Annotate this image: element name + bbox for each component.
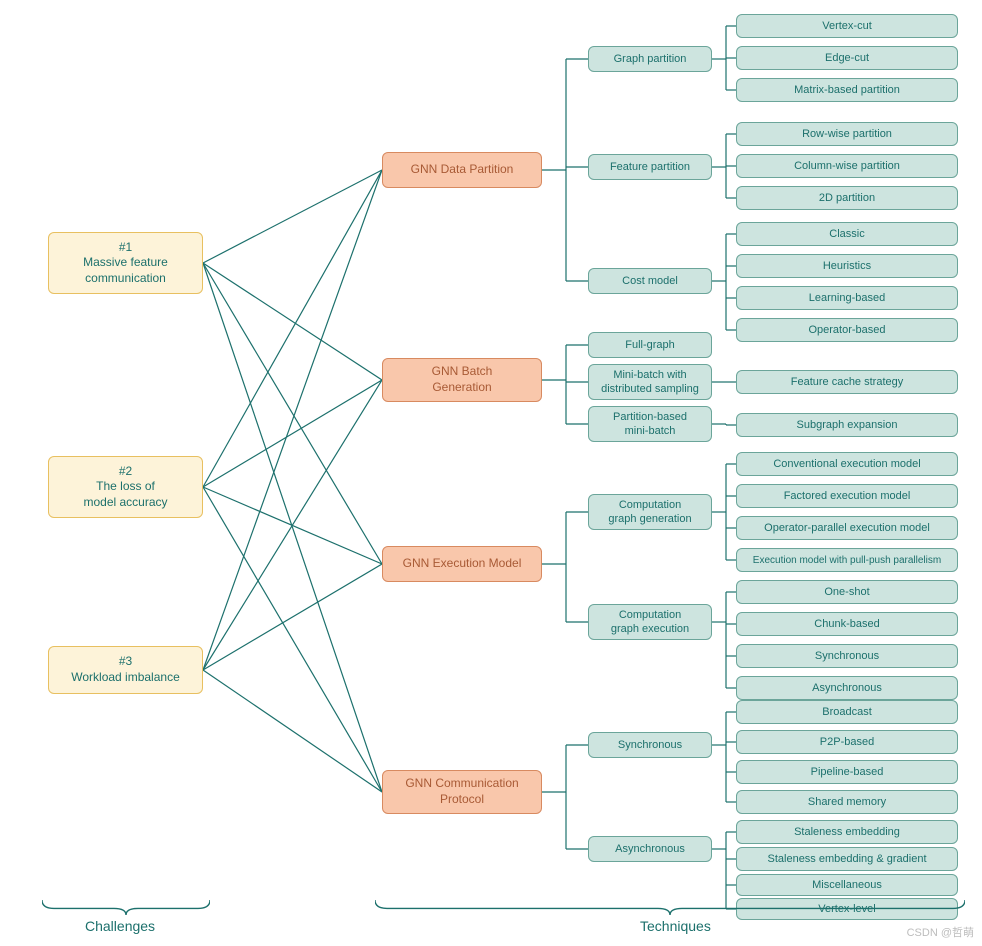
node-l_p1d: Shared memory (736, 790, 958, 814)
node-l_p1b: P2P-based (736, 730, 958, 754)
node-l_b2a: Feature cache strategy (736, 370, 958, 394)
node-l_g3b: Heuristics (736, 254, 958, 278)
node-c2: #2The loss ofmodel accuracy (48, 456, 203, 518)
node-e2: Computationgraph execution (588, 604, 712, 640)
node-l_p2a: Staleness embedding (736, 820, 958, 844)
node-t3: GNN Execution Model (382, 546, 542, 582)
node-g1: Graph partition (588, 46, 712, 72)
node-l_g2c: 2D partition (736, 186, 958, 210)
node-l_p2b: Staleness embedding & gradient (736, 847, 958, 871)
node-b1: Full-graph (588, 332, 712, 358)
node-c1: #1Massive featurecommunication (48, 232, 203, 294)
node-t1: GNN Data Partition (382, 152, 542, 188)
node-l_g3a: Classic (736, 222, 958, 246)
node-l_e1c: Operator-parallel execution model (736, 516, 958, 540)
node-l_e1a: Conventional execution model (736, 452, 958, 476)
node-b2: Mini-batch withdistributed sampling (588, 364, 712, 400)
node-l_g3d: Operator-based (736, 318, 958, 342)
node-p2: Asynchronous (588, 836, 712, 862)
node-l_e2c: Synchronous (736, 644, 958, 668)
node-l_e2b: Chunk-based (736, 612, 958, 636)
node-b3: Partition-basedmini-batch (588, 406, 712, 442)
node-p1: Synchronous (588, 732, 712, 758)
node-g2: Feature partition (588, 154, 712, 180)
node-t2: GNN BatchGeneration (382, 358, 542, 402)
label-techniques: Techniques (640, 918, 711, 934)
node-e1: Computationgraph generation (588, 494, 712, 530)
node-l_e1b: Factored execution model (736, 484, 958, 508)
node-c3: #3Workload imbalance (48, 646, 203, 694)
node-l_g1b: Edge-cut (736, 46, 958, 70)
node-l_e2d: Asynchronous (736, 676, 958, 700)
brace-techniques (375, 900, 965, 918)
brace-challenges (42, 900, 210, 918)
node-l_g2b: Column-wise partition (736, 154, 958, 178)
node-g3: Cost model (588, 268, 712, 294)
node-l_p2c: Miscellaneous (736, 874, 958, 896)
node-l_p1c: Pipeline-based (736, 760, 958, 784)
label-challenges: Challenges (85, 918, 155, 934)
node-l_p1a: Broadcast (736, 700, 958, 724)
node-l_g1a: Vertex-cut (736, 14, 958, 38)
watermark: CSDN @哲萌 (907, 924, 974, 940)
node-t4: GNN CommunicationProtocol (382, 770, 542, 814)
node-l_g2a: Row-wise partition (736, 122, 958, 146)
node-l_e2a: One-shot (736, 580, 958, 604)
node-l_g1c: Matrix-based partition (736, 78, 958, 102)
node-l_b3a: Subgraph expansion (736, 413, 958, 437)
node-l_g3c: Learning-based (736, 286, 958, 310)
node-l_e1d: Execution model with pull-push paralleli… (736, 548, 958, 572)
